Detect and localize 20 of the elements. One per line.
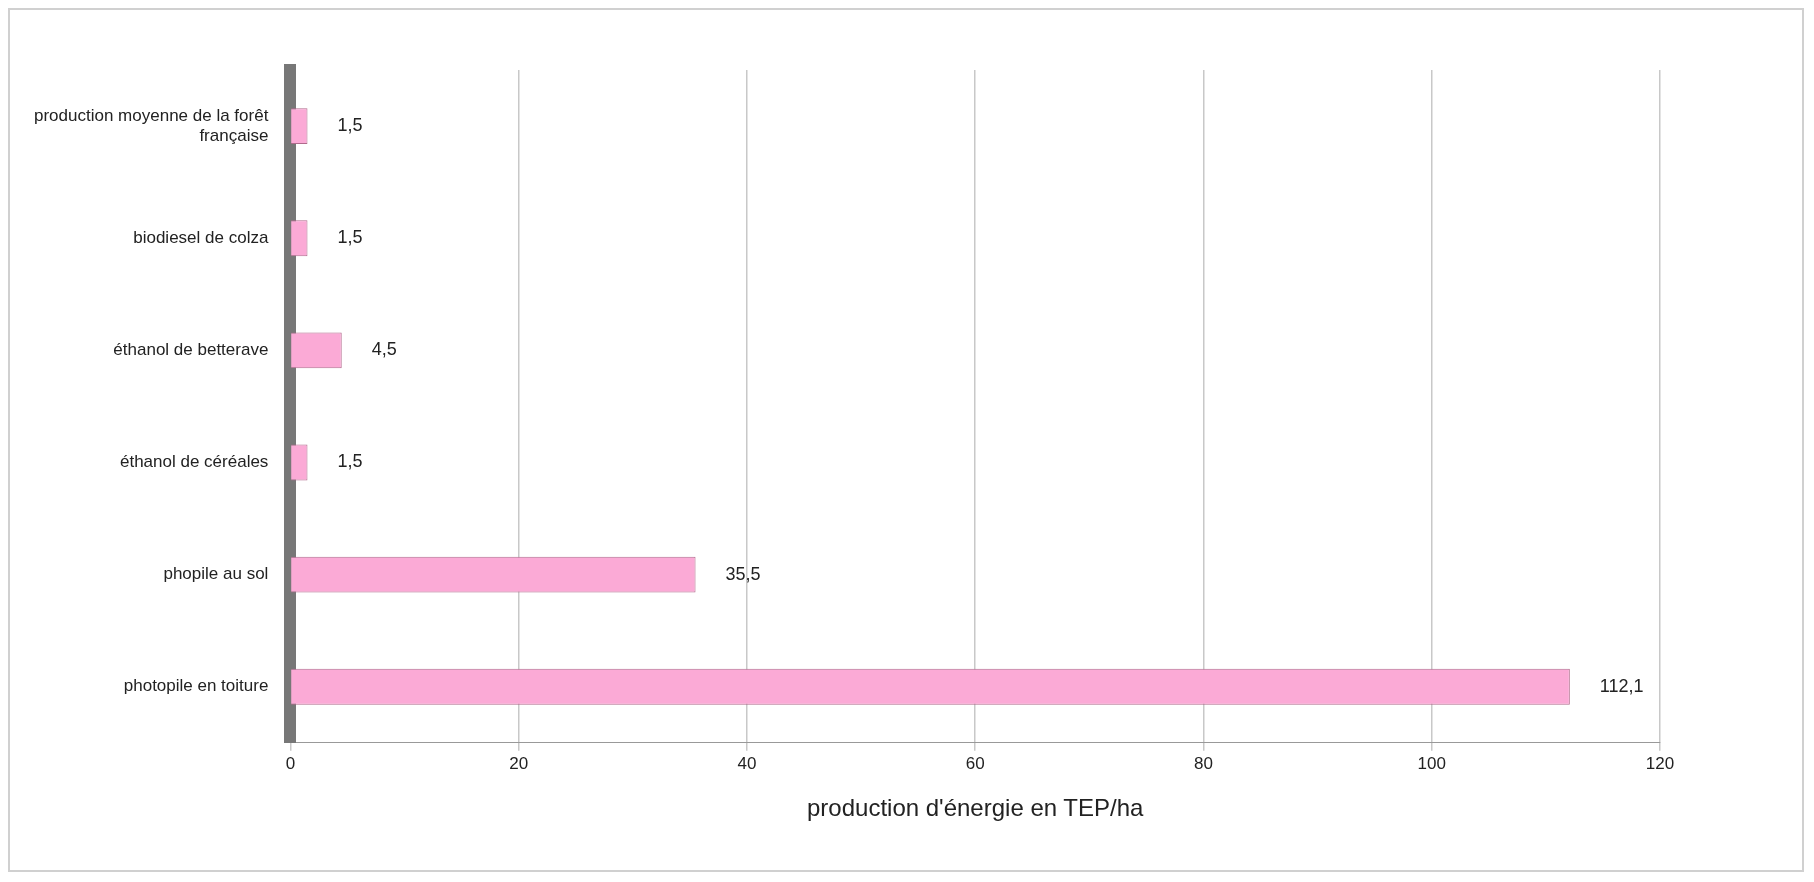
data-label: 1,5 (337, 115, 363, 136)
y-tick-label: biodiesel de colza (133, 227, 269, 247)
y-tick-label: production moyenne de la forêt française (34, 105, 269, 145)
y-tick-label: éthanol de betterave (113, 340, 269, 360)
x-tick-label: 80 (1194, 753, 1213, 773)
data-label: 1,5 (337, 227, 363, 248)
x-tick-label: 60 (965, 753, 985, 773)
y-tick-label: photopile en toiture (123, 676, 269, 696)
x-tick-label: 20 (509, 753, 529, 773)
x-tick-label: 100 (1417, 753, 1446, 773)
y-tick-label: phopile au sol (163, 564, 269, 584)
x-axis-title: production d'énergie en TEP/ha (807, 794, 1145, 822)
data-label: 35,5 (725, 563, 761, 584)
y-tick-label: éthanol de céréales (119, 452, 269, 472)
x-tick-label: 0 (285, 753, 296, 773)
x-tick-label: 120 (1645, 753, 1675, 773)
data-label: 112,1 (1599, 675, 1644, 696)
data-label: 4,5 (371, 339, 397, 360)
x-tick-label: 40 (737, 753, 757, 773)
data-label: 1,5 (337, 451, 363, 472)
